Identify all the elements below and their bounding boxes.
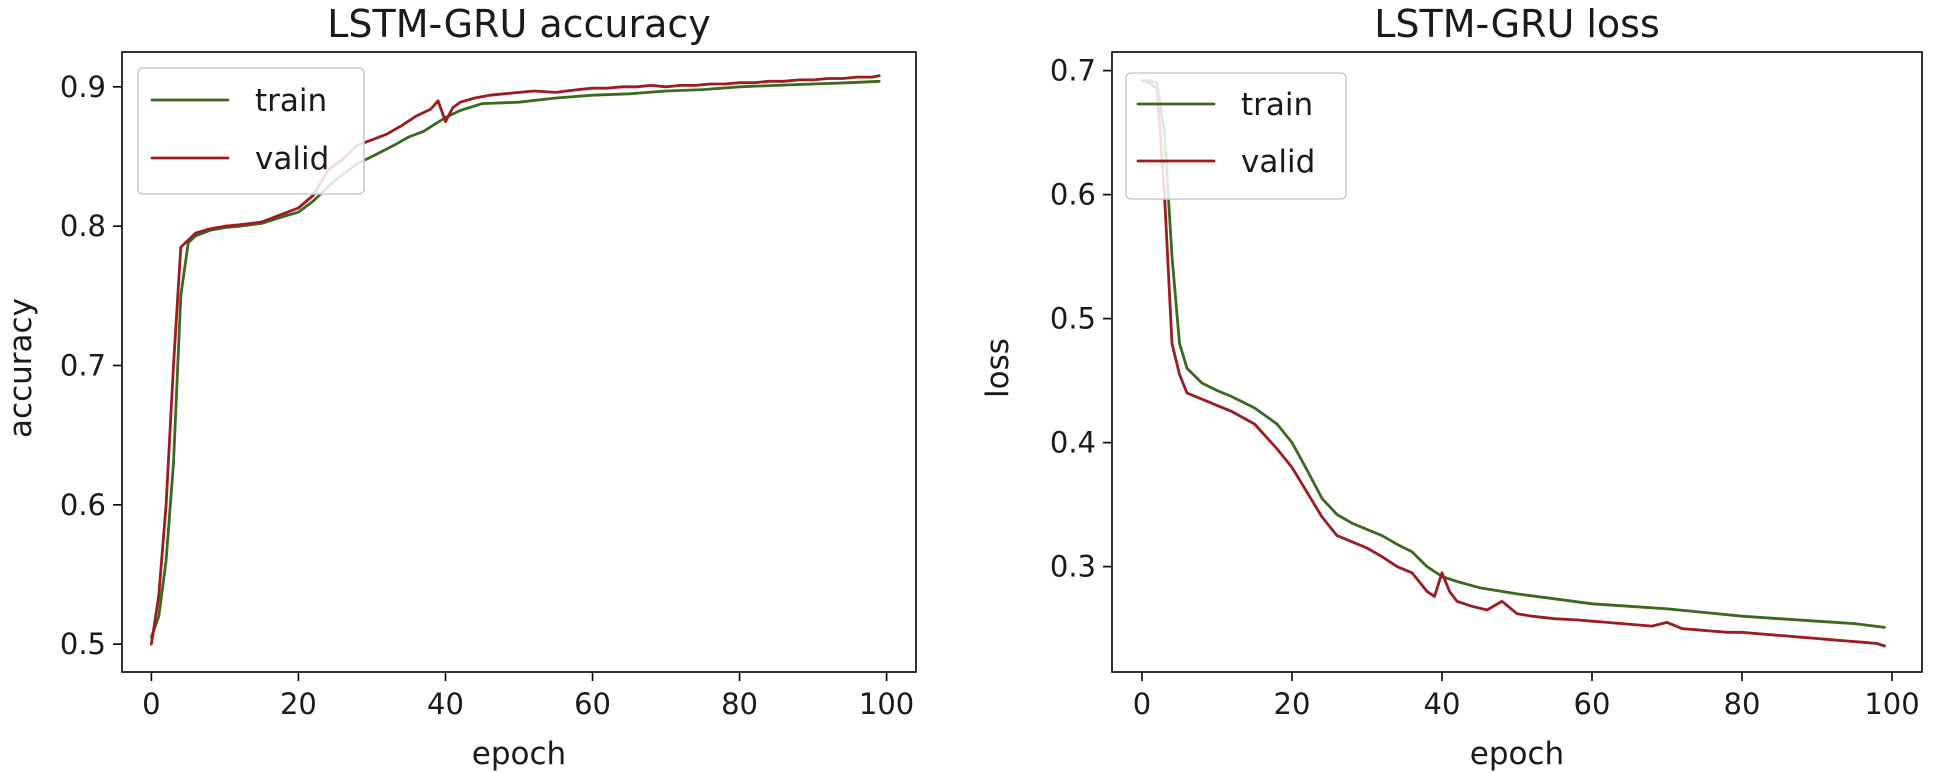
y-tick-label: 0.5 <box>1050 302 1096 336</box>
y-tick-label: 0.3 <box>1050 550 1096 584</box>
y-tick-label: 0.5 <box>60 627 106 661</box>
accuracy-plot-area <box>149 74 881 646</box>
y-tick-label: 0.4 <box>1050 426 1096 460</box>
accuracy-chart: LSTM-GRU accuracy epoch accuracy 0 20 40 60… <box>3 2 917 772</box>
x-tick-label: 60 <box>1574 687 1611 721</box>
legend-label-valid: valid <box>255 141 329 177</box>
legend-label-train: train <box>255 83 327 119</box>
accuracy-x-axis-label: epoch <box>472 736 566 772</box>
x-tick-label: 40 <box>427 687 464 721</box>
y-tick-label: 0.6 <box>60 488 106 522</box>
accuracy-y-axis-label: accuracy <box>3 298 39 438</box>
legend-label-valid: valid <box>1241 144 1315 180</box>
series-line-valid <box>149 74 881 646</box>
loss-legend: train valid <box>1125 72 1347 200</box>
y-tick-label: 0.8 <box>60 209 106 243</box>
legend-label-train: train <box>1241 87 1313 123</box>
loss-ticks: 0 20 40 60 80 100 0.3 0.4 0.5 0.6 0.7 <box>1050 54 1920 721</box>
accuracy-legend: train valid <box>137 67 365 195</box>
x-tick-label: 80 <box>1724 687 1761 721</box>
accuracy-axes-frame <box>121 51 917 673</box>
x-tick-label: 20 <box>1274 687 1311 721</box>
y-tick-label: 0.7 <box>1050 54 1096 88</box>
accuracy-chart-title: LSTM-GRU accuracy <box>327 2 711 46</box>
x-tick-label: 100 <box>859 687 914 721</box>
x-tick-label: 0 <box>142 687 160 721</box>
loss-axes-frame <box>1111 51 1923 673</box>
loss-plot-area <box>1140 79 1886 648</box>
x-tick-label: 0 <box>1133 687 1151 721</box>
loss-chart-title: LSTM-GRU loss <box>1374 2 1660 46</box>
series-line-valid <box>1140 79 1886 648</box>
x-tick-label: 100 <box>1864 687 1919 721</box>
x-tick-label: 80 <box>721 687 758 721</box>
series-line-train <box>149 79 881 639</box>
x-tick-label: 40 <box>1424 687 1461 721</box>
x-tick-label: 60 <box>574 687 611 721</box>
y-tick-label: 0.9 <box>60 70 106 104</box>
y-tick-label: 0.7 <box>60 348 106 382</box>
loss-chart: LSTM-GRU loss epoch loss 0 20 40 60 80 100 0.3… <box>980 2 1923 772</box>
loss-x-axis-label: epoch <box>1470 736 1564 772</box>
accuracy-ticks: 0 20 40 60 80 100 0.5 0.6 0.7 0.8 0.9 <box>60 70 914 721</box>
loss-y-axis-label: loss <box>980 338 1016 398</box>
accuracy-legend-box <box>137 67 365 195</box>
series-line-train <box>1140 79 1886 629</box>
x-tick-label: 20 <box>280 687 317 721</box>
y-tick-label: 0.6 <box>1050 178 1096 212</box>
